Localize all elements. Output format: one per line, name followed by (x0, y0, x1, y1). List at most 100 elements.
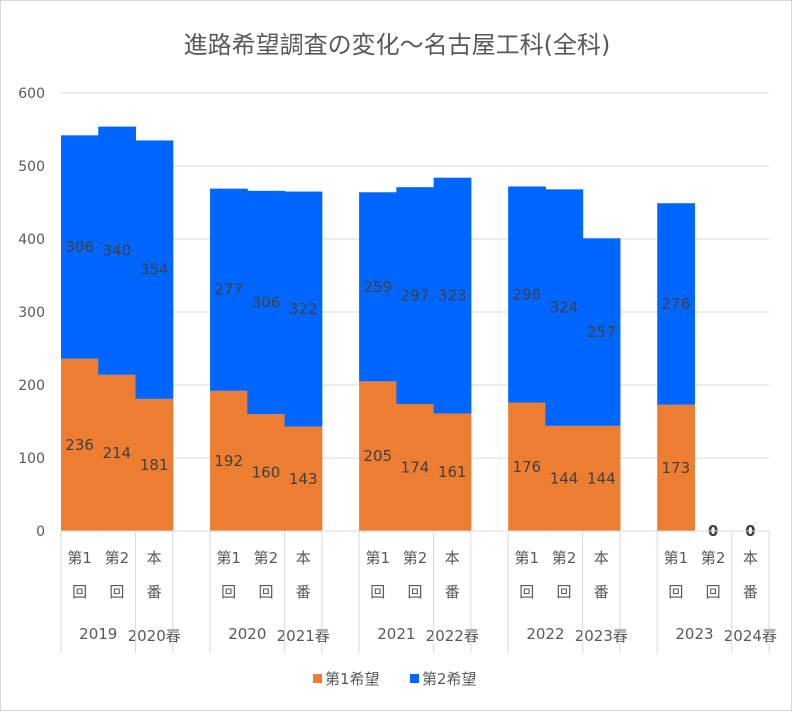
bar-第2希望 (396, 187, 435, 404)
y-tick-label: 0 (36, 524, 45, 540)
bar-第2希望 (247, 190, 286, 415)
x-subcategory-label: 第1 (515, 549, 540, 567)
x-subcategory-label: 本 (594, 549, 609, 567)
bar-第1希望 (508, 402, 546, 531)
data-label: 160 (252, 464, 281, 482)
x-subcategory-label: 第1 (67, 549, 92, 567)
x-group-spring-label: 2020春 (128, 627, 181, 645)
x-group-spring-label: 2021春 (277, 627, 330, 645)
data-label: 214 (103, 444, 132, 462)
data-label: 176 (512, 458, 541, 476)
x-group-year-label: 2021 (377, 625, 415, 643)
bar-第2希望 (657, 203, 695, 405)
bar-第2希望 (582, 238, 621, 426)
x-group-spring-label: 2023春 (575, 627, 628, 645)
bar-第1希望 (657, 404, 695, 531)
data-label: 205 (363, 447, 392, 465)
y-tick-label: 300 (18, 305, 45, 321)
bar-第2希望 (135, 140, 174, 399)
x-group-year-label: 2019 (79, 625, 117, 643)
data-label: 174 (401, 458, 430, 476)
data-label: 306 (65, 238, 94, 256)
data-label: 277 (214, 281, 243, 299)
bar-第2希望 (508, 186, 546, 403)
y-tick-label: 600 (18, 86, 45, 102)
data-label: 144 (587, 469, 616, 487)
x-subcategory-label: 本 (445, 549, 460, 567)
bar-第2希望 (433, 177, 472, 414)
x-subcategory-label: 回 (109, 583, 124, 601)
bar-第2希望 (359, 192, 397, 382)
x-subcategory-label: 第1 (664, 549, 689, 567)
data-label: 340 (103, 242, 132, 260)
x-subcategory-label: 番 (296, 583, 311, 601)
x-subcategory-label: 番 (743, 583, 758, 601)
x-subcategory-label: 回 (668, 583, 683, 601)
bar-第1希望 (545, 425, 584, 531)
chart-title: 進路希望調査の変化～名古屋工科(全科) (184, 31, 611, 59)
data-label: 297 (401, 287, 430, 305)
bar-第1希望 (210, 390, 248, 531)
bar-第1希望 (396, 403, 435, 531)
x-subcategory-label: 番 (147, 583, 162, 601)
data-label: 236 (65, 436, 94, 454)
bar-第1希望 (61, 358, 99, 531)
x-subcategory-label: 第2 (701, 549, 726, 567)
y-tick-label: 200 (18, 378, 45, 394)
data-label: 296 (512, 285, 541, 303)
data-label: 323 (438, 287, 467, 305)
x-subcategory-label: 回 (72, 583, 87, 601)
x-subcategory-label: 第2 (552, 549, 577, 567)
x-subcategory-label: 第1 (216, 549, 241, 567)
x-subcategory-label: 回 (557, 583, 572, 601)
data-label: 173 (662, 459, 691, 477)
y-tick-label: 100 (18, 451, 45, 467)
bar-第1希望 (582, 425, 621, 531)
data-label: 324 (550, 299, 579, 317)
x-subcategory-label: 本 (743, 549, 758, 567)
x-subcategory-label: 回 (407, 583, 422, 601)
legend-label: 第2希望 (422, 670, 477, 688)
x-subcategory-label: 回 (258, 583, 273, 601)
x-subcategory-label: 第2 (105, 549, 130, 567)
x-group-spring-label: 2022春 (426, 627, 479, 645)
x-group-year-label: 2023 (675, 625, 713, 643)
bar-第1希望 (98, 374, 137, 531)
y-tick-label: 400 (18, 232, 45, 248)
y-tick-label: 500 (18, 159, 45, 175)
x-subcategory-label: 番 (445, 583, 460, 601)
data-label: 276 (662, 295, 691, 313)
bar-第1希望 (359, 381, 397, 531)
bar-第2希望 (98, 126, 137, 375)
bar-第1希望 (433, 413, 472, 531)
bar-第1希望 (284, 426, 323, 531)
data-label: 192 (214, 452, 243, 470)
bar-第2希望 (210, 188, 248, 391)
x-subcategory-label: 第2 (254, 549, 279, 567)
data-label: 259 (363, 278, 392, 296)
bar-第2希望 (545, 189, 584, 426)
x-subcategory-label: 第1 (365, 549, 390, 567)
legend-swatch-第2希望 (410, 674, 419, 683)
x-subcategory-label: 回 (221, 583, 236, 601)
x-subcategory-label: 本 (296, 549, 311, 567)
data-label: 354 (140, 261, 169, 279)
x-subcategory-label: 本 (147, 549, 162, 567)
x-subcategory-label: 回 (706, 583, 721, 601)
x-subcategory-label: 回 (370, 583, 385, 601)
x-subcategory-label: 番 (594, 583, 609, 601)
bar-第2希望 (61, 135, 99, 359)
x-subcategory-label: 第2 (403, 549, 428, 567)
data-label: 161 (438, 463, 467, 481)
data-label: 143 (289, 470, 318, 488)
bar-第2希望 (284, 191, 323, 427)
data-label: 181 (140, 456, 169, 474)
data-label: 144 (550, 469, 579, 487)
bar-第1希望 (247, 414, 286, 531)
data-label: 306 (252, 294, 281, 312)
data-label: 322 (289, 300, 318, 318)
x-group-spring-label: 2024春 (724, 627, 777, 645)
x-group-year-label: 2022 (526, 625, 564, 643)
